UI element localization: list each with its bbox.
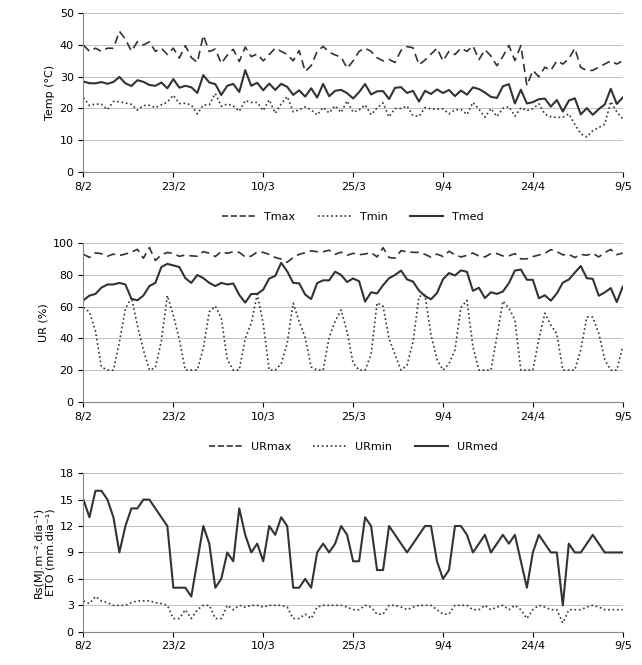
- URmin: [613, 366, 621, 374]
- Rs: [152, 505, 159, 513]
- Tmed: [218, 91, 225, 99]
- ET0: [152, 598, 159, 606]
- URmed: [619, 283, 627, 291]
- Tmed: [146, 81, 153, 89]
- URmax: [80, 250, 87, 258]
- URmed: [403, 275, 411, 283]
- Legend: URmax, URmin, URmed: URmax, URmin, URmed: [204, 438, 502, 456]
- Tmed: [541, 94, 549, 102]
- Line: URmin: URmin: [83, 294, 623, 370]
- URmed: [547, 297, 555, 305]
- Rs: [559, 601, 567, 609]
- URmed: [218, 279, 225, 287]
- Legend: Tmax, Tmin, Tmed: Tmax, Tmin, Tmed: [218, 207, 489, 227]
- Rs: [541, 540, 549, 548]
- Line: Tmin: Tmin: [83, 94, 623, 137]
- URmax: [146, 243, 153, 251]
- URmax: [403, 248, 411, 256]
- URmin: [152, 364, 159, 372]
- Tmed: [80, 78, 87, 86]
- ET0: [559, 619, 567, 627]
- Tmin: [613, 108, 621, 116]
- URmed: [80, 297, 87, 305]
- URmed: [205, 279, 213, 287]
- Tmin: [146, 101, 153, 109]
- Tmax: [116, 27, 123, 35]
- Rs: [92, 487, 100, 495]
- Tmax: [613, 60, 621, 68]
- URmed: [277, 259, 285, 267]
- Tmed: [589, 111, 596, 119]
- Line: URmed: URmed: [83, 263, 623, 303]
- Tmin: [80, 94, 87, 102]
- Tmax: [152, 47, 159, 55]
- Tmin: [583, 133, 591, 141]
- Rs: [613, 549, 621, 557]
- Y-axis label: Rs(MJ.m⁻².dia⁻¹)
ETO (mm.dia⁻¹): Rs(MJ.m⁻².dia⁻¹) ETO (mm.dia⁻¹): [34, 507, 55, 598]
- Line: Tmed: Tmed: [83, 70, 623, 115]
- URmin: [254, 290, 261, 298]
- ET0: [223, 601, 231, 609]
- Tmin: [211, 90, 219, 98]
- Tmax: [523, 82, 531, 90]
- ET0: [397, 603, 405, 611]
- Rs: [211, 584, 219, 592]
- Tmax: [547, 66, 555, 74]
- URmax: [211, 253, 219, 261]
- Tmax: [397, 47, 405, 55]
- URmax: [547, 245, 555, 253]
- Rs: [223, 549, 231, 557]
- Rs: [397, 540, 405, 548]
- Tmax: [223, 51, 231, 59]
- Line: Tmax: Tmax: [83, 31, 623, 86]
- Tmed: [397, 83, 405, 91]
- Line: ET0: ET0: [83, 597, 623, 623]
- Tmax: [80, 41, 87, 49]
- Tmin: [397, 104, 405, 112]
- URmax: [619, 249, 627, 257]
- Tmed: [241, 66, 249, 74]
- Rs: [80, 495, 87, 503]
- URmin: [223, 356, 231, 364]
- URmax: [152, 257, 159, 265]
- URmin: [403, 361, 411, 369]
- URmed: [241, 299, 249, 307]
- Tmin: [205, 101, 213, 109]
- ET0: [619, 606, 627, 614]
- URmax: [223, 249, 231, 257]
- URmin: [619, 342, 627, 350]
- ET0: [211, 614, 219, 622]
- Tmin: [541, 110, 549, 118]
- Y-axis label: Temp (°C): Temp (°C): [46, 65, 55, 120]
- Tmax: [211, 45, 219, 53]
- Line: Rs: Rs: [83, 491, 623, 605]
- Y-axis label: UR (%): UR (%): [39, 303, 49, 342]
- ET0: [613, 606, 621, 614]
- URmax: [613, 251, 621, 259]
- Tmed: [613, 100, 621, 108]
- Tmed: [205, 78, 213, 86]
- Tmed: [619, 94, 627, 102]
- Tmin: [223, 100, 231, 108]
- URmin: [103, 366, 111, 374]
- Tmax: [619, 57, 627, 65]
- URmed: [146, 282, 153, 290]
- ET0: [80, 597, 87, 605]
- URmax: [283, 258, 291, 266]
- URmin: [547, 321, 555, 329]
- URmed: [613, 298, 621, 306]
- Line: URmax: URmax: [83, 247, 623, 262]
- URmin: [80, 303, 87, 311]
- URmin: [211, 302, 219, 310]
- ET0: [92, 593, 100, 600]
- Rs: [619, 549, 627, 557]
- ET0: [541, 603, 549, 611]
- Tmin: [619, 115, 627, 123]
